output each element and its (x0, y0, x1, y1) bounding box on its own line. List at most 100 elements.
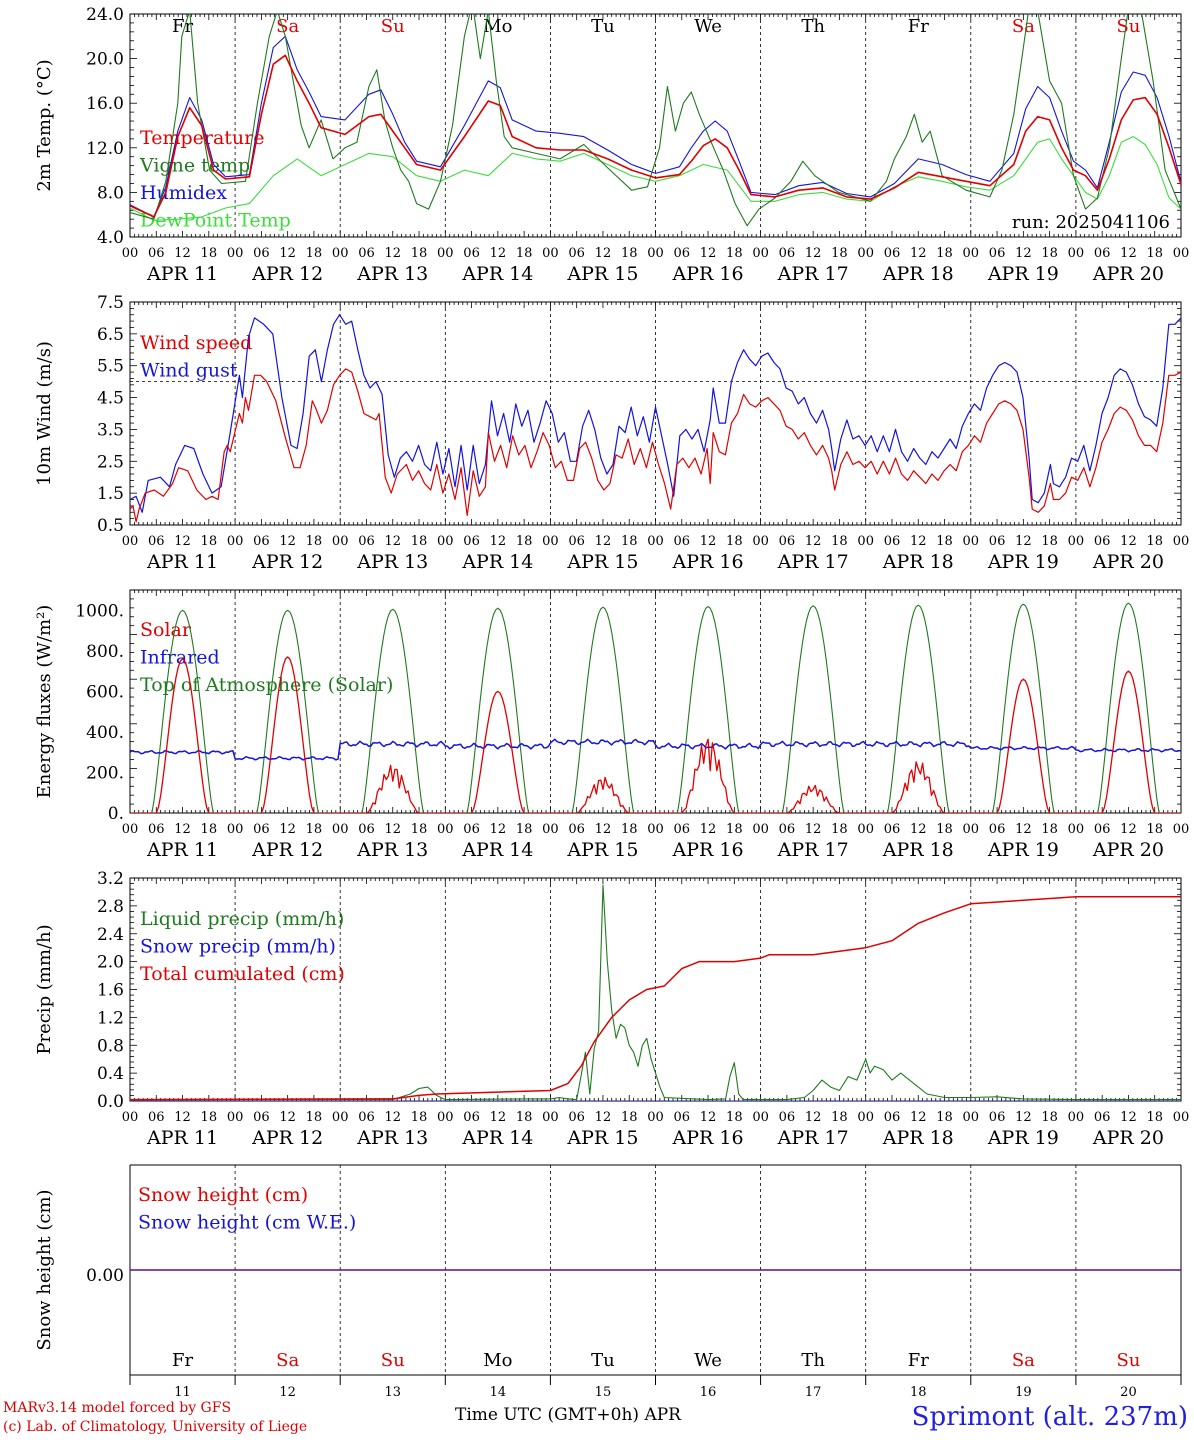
hour-tick-label: 18 (516, 534, 533, 549)
hour-tick-label: 12 (805, 534, 822, 549)
legend-snow-0: Snow height (cm) (138, 1184, 308, 1206)
hour-tick-label: 12 (700, 534, 717, 549)
date-label: APR 20 (1092, 263, 1164, 285)
legend-wind-0: Wind speed (140, 332, 252, 354)
weekday-label: Sa (276, 16, 299, 37)
hour-tick-label: 18 (1146, 246, 1163, 261)
hour-tick-label: 12 (1120, 1110, 1137, 1125)
date-label: APR 12 (251, 1127, 323, 1149)
hour-tick-label: 06 (148, 534, 165, 549)
hour-tick-label: 00 (1068, 1110, 1085, 1125)
series-line-temp-1 (130, 14, 1181, 227)
hour-tick-label: 12 (384, 246, 401, 261)
weekday-label: Su (1116, 1350, 1140, 1371)
hour-tick-label: 12 (700, 822, 717, 837)
hour-tick-label: 00 (437, 534, 454, 549)
y-tick-label: 20.0 (86, 50, 124, 70)
date-label: APR 14 (461, 551, 533, 573)
hour-tick-label: 12 (700, 246, 717, 261)
weekday-label: Mo (483, 1350, 512, 1371)
hour-tick-label: 18 (306, 534, 323, 549)
date-label: APR 20 (1092, 1127, 1164, 1149)
hour-tick-label: 18 (516, 822, 533, 837)
hour-tick-label: 00 (437, 822, 454, 837)
y-tick-label: 3.5 (97, 420, 124, 440)
y-tick-label: 1.6 (97, 981, 124, 1001)
hour-tick-label: 18 (621, 534, 638, 549)
hour-tick-label: 00 (332, 246, 349, 261)
y-tick-label: 3.2 (97, 869, 124, 889)
hour-tick-label: 06 (989, 534, 1006, 549)
hour-tick-label: 18 (726, 822, 743, 837)
hour-tick-label: 18 (516, 246, 533, 261)
hour-tick-label: 00 (542, 822, 559, 837)
hour-tick-label: 18 (831, 1110, 848, 1125)
weekday-label: Th (801, 16, 825, 37)
date-label: APR 16 (672, 263, 744, 285)
hour-tick-label: 06 (884, 1110, 901, 1125)
hour-tick-label: 12 (595, 822, 612, 837)
lab-credit: (c) Lab. of Climatology, University of L… (3, 1419, 308, 1435)
hour-tick-label: 00 (227, 246, 244, 261)
day-number-label: 14 (490, 1385, 507, 1400)
date-label: APR 13 (356, 263, 428, 285)
hour-tick-label: 12 (910, 1110, 927, 1125)
hour-tick-label: 06 (674, 822, 691, 837)
hour-tick-label: 06 (568, 1110, 585, 1125)
hour-tick-label: 18 (831, 246, 848, 261)
hour-tick-label: 06 (568, 534, 585, 549)
date-label: APR 15 (566, 839, 638, 861)
hour-tick-label: 18 (201, 1110, 218, 1125)
hour-tick-label: 18 (1146, 1110, 1163, 1125)
hour-tick-label: 00 (227, 1110, 244, 1125)
hour-tick-label: 18 (621, 246, 638, 261)
hour-tick-label: 00 (752, 822, 769, 837)
y-tick-label: 200. (86, 763, 124, 783)
hour-tick-label: 00 (752, 1110, 769, 1125)
hour-tick-label: 12 (490, 822, 507, 837)
hour-tick-label: 00 (857, 822, 874, 837)
date-label: APR 19 (987, 1127, 1059, 1149)
hour-tick-label: 00 (1068, 822, 1085, 837)
weekday-label: Sa (1012, 16, 1035, 37)
hour-tick-label: 12 (279, 822, 296, 837)
day-number-label: 18 (910, 1385, 927, 1400)
legend-temp-3: DewPoint Temp (140, 210, 291, 232)
weekday-label: Sa (276, 1350, 299, 1371)
y-tick-label: 0.5 (97, 516, 124, 536)
weekday-label: Su (381, 16, 405, 37)
y-tick-label: 800. (86, 642, 124, 662)
y-tick-label: 0.00 (86, 1266, 124, 1286)
series-group-energy (130, 602, 1181, 813)
y-tick-label: 0.8 (97, 1036, 124, 1056)
hour-tick-label: 18 (201, 822, 218, 837)
hour-tick-label: 06 (463, 534, 480, 549)
hour-tick-label: 12 (384, 1110, 401, 1125)
location-label: Sprimont (alt. 237m) (911, 1402, 1188, 1432)
hour-tick-label: 00 (963, 1110, 980, 1125)
date-label: APR 13 (356, 551, 428, 573)
date-label: APR 19 (987, 839, 1059, 861)
hour-tick-label: 00 (227, 822, 244, 837)
legend-precip-1: Snow precip (mm/h) (140, 936, 336, 958)
date-label: APR 11 (146, 839, 218, 861)
series-line-temp-2 (130, 35, 1181, 218)
hour-tick-label: 12 (1120, 246, 1137, 261)
hour-tick-label: 18 (831, 822, 848, 837)
y-tick-label: 2.8 (97, 897, 124, 917)
hour-tick-label: 00 (1173, 1110, 1190, 1125)
hour-tick-label: 06 (674, 246, 691, 261)
hour-tick-label: 06 (989, 822, 1006, 837)
time-axis-label: Time UTC (GMT+0h) APR (455, 1405, 681, 1425)
date-label: APR 12 (251, 839, 323, 861)
hour-tick-label: 18 (1041, 246, 1058, 261)
hour-tick-label: 06 (358, 822, 375, 837)
date-label: APR 12 (251, 551, 323, 573)
date-label: APR 14 (461, 839, 533, 861)
hour-tick-label: 06 (1094, 1110, 1111, 1125)
ylabel-wind: 10m Wind (m/s) (34, 341, 55, 486)
hour-tick-label: 06 (674, 1110, 691, 1125)
y-tick-label: 2.0 (97, 953, 124, 973)
run-label: run: 2025041106 (1012, 212, 1170, 233)
y-tick-label: 2.4 (97, 925, 124, 945)
